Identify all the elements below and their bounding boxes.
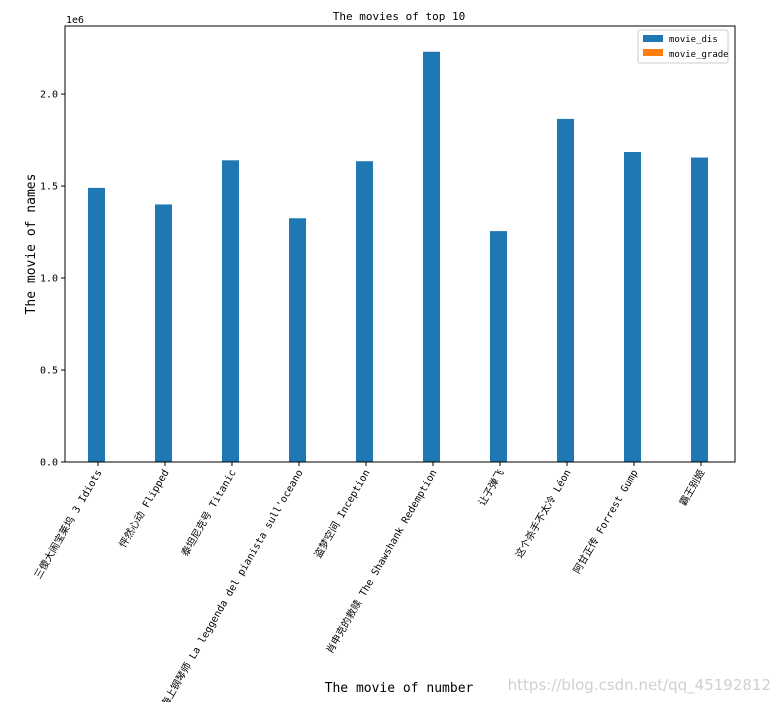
bar-movie-dis-4	[356, 161, 373, 462]
legend-swatch-movie-dis	[643, 35, 663, 42]
bar-movie-dis-5	[423, 52, 440, 462]
x-tick-label-7: 这个杀手不太冷 Léon	[512, 467, 573, 560]
bar-movie-dis-6	[490, 231, 507, 462]
x-tick-label-8: 阿甘正传 Forrest Gump	[570, 467, 640, 576]
x-tick-label-5: 肖申克的救赎 The Shawshank Redemption	[323, 467, 440, 656]
y-tick-label-2: 1.0	[40, 274, 58, 285]
bar-movie-dis-2	[222, 160, 239, 462]
bar-movie-dis-9	[691, 158, 708, 462]
x-tick-label-0: 三傻大闹宝莱坞 3 Idiots	[31, 467, 104, 581]
chart-title: The movies of top 10	[333, 10, 465, 23]
x-axis-label: The movie of number	[325, 681, 474, 696]
x-tick-label-3: 海上钢琴师 La leggenda del pianista sull'ocea…	[158, 467, 306, 702]
x-tick-label-6: 让子弹飞	[475, 467, 506, 508]
y-ticks: 0.0 0.5 1.0 1.5 2.0	[40, 90, 65, 469]
bar-movie-dis-0	[88, 188, 105, 462]
bar-movie-dis-8	[624, 152, 641, 462]
legend: movie_dis movie_grade	[638, 30, 729, 63]
x-tick-label-4: 盗梦空间 Inception	[311, 467, 372, 560]
x-ticks: 三傻大闹宝莱坞 3 Idiots 怦然心动 Flipped 泰坦尼克号 Titani…	[31, 462, 707, 702]
bar-movie-dis-1	[155, 204, 172, 462]
y-offset-text: 1e6	[66, 15, 84, 26]
x-tick-label-1: 怦然心动 Flipped	[116, 467, 171, 550]
legend-label-movie-grade: movie_grade	[669, 50, 729, 60]
bars-layer	[88, 52, 708, 462]
y-tick-label-3: 1.5	[40, 182, 58, 193]
legend-swatch-movie-grade	[643, 49, 663, 56]
y-tick-label-0: 0.0	[40, 458, 58, 469]
x-tick-label-9: 霸王别姬	[676, 467, 707, 508]
y-tick-label-4: 2.0	[40, 90, 58, 101]
bar-movie-dis-3	[289, 218, 306, 462]
watermark: https://blog.csdn.net/qq_45192812	[508, 676, 771, 695]
y-tick-label-1: 0.5	[40, 366, 58, 377]
y-axis-label: The movie of names	[24, 174, 39, 315]
bar-movie-dis-7	[557, 119, 574, 462]
legend-label-movie-dis: movie_dis	[669, 35, 718, 45]
x-tick-label-2: 泰坦尼克号 Titanic	[178, 467, 238, 559]
